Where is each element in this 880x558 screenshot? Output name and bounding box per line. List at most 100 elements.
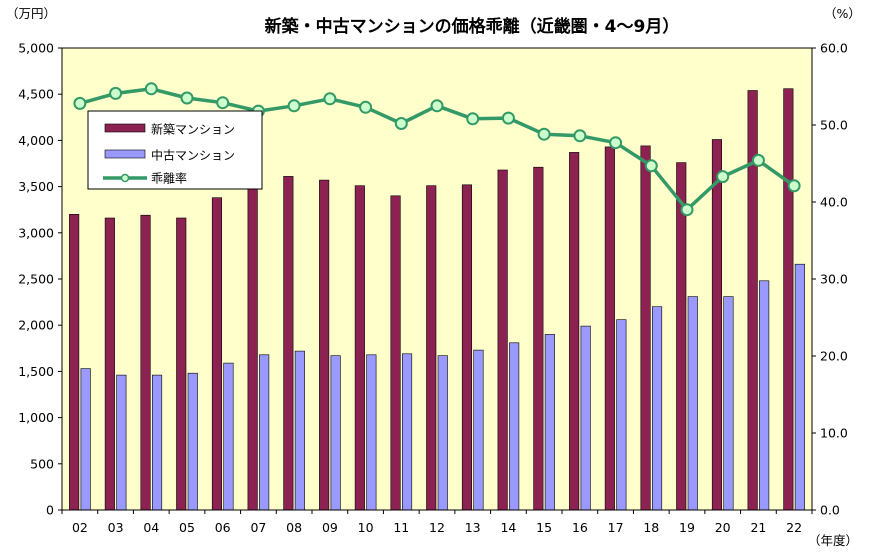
bar-new-07 [247, 178, 258, 511]
legend-swatch-new [104, 123, 146, 133]
legend-swatch-used [104, 149, 146, 159]
x-tick-label: 21 [750, 520, 766, 535]
x-tick-label: 16 [572, 520, 588, 535]
bar-used-12 [437, 355, 448, 511]
x-tick-label: 03 [108, 520, 124, 535]
bar-used-18 [651, 306, 663, 511]
bar-used-21 [759, 280, 770, 511]
x-tick-label: 19 [679, 520, 695, 535]
x-axis-unit: （年度） [808, 533, 858, 548]
line-layer [73, 82, 801, 217]
bar-used-08 [294, 350, 305, 511]
legend-marker-rate [120, 173, 130, 183]
bar-used-16 [580, 325, 591, 511]
legend-label-rate: 乖離率 [151, 171, 187, 186]
chart-title: 新築・中古マンションの価格乖離（近畿圏・4〜9月） [265, 16, 680, 37]
x-tick-label: 06 [215, 520, 231, 535]
x-tick-label: 14 [500, 520, 516, 535]
bar-used-14 [509, 342, 520, 511]
bar-new-18 [640, 145, 651, 511]
left-tick-label: 3,500 [18, 179, 54, 194]
point-rate-04 [144, 82, 158, 96]
x-tick-label: 12 [429, 520, 445, 535]
x-tick-label: 04 [143, 520, 159, 535]
bar-used-15 [544, 334, 555, 511]
axes-layer: 0 500 1,000 1,500 2,000 2,500 3,000 3,500 4,000 4… [18, 41, 848, 536]
bar-new-03 [104, 217, 115, 511]
point-rate-15 [537, 127, 551, 141]
legend-label-used: 中古マンション [151, 148, 235, 163]
right-axis-unit: （%） [824, 6, 861, 21]
bar-used-17 [616, 319, 627, 511]
bar-used-02 [80, 368, 91, 511]
point-rate-03 [109, 86, 123, 100]
bar-used-19 [687, 296, 698, 511]
point-rate-06 [216, 96, 230, 110]
bar-new-10 [354, 185, 365, 511]
point-rate-08 [287, 99, 301, 113]
point-rate-10 [359, 100, 373, 114]
left-axis-unit: （万円） [6, 6, 56, 21]
point-rate-22 [787, 179, 801, 193]
bar-new-20 [711, 139, 723, 511]
bar-new-11 [390, 195, 401, 511]
bar-new-17 [604, 146, 615, 511]
x-tick-label: 08 [286, 520, 302, 535]
bar-new-02 [69, 214, 80, 511]
bars-layer [69, 88, 805, 511]
bar-new-05 [176, 217, 187, 511]
x-tick-label: 17 [608, 520, 624, 535]
left-tick-label: 1,500 [18, 364, 54, 379]
point-rate-13 [466, 112, 480, 126]
bar-used-10 [366, 354, 377, 511]
bar-used-11 [401, 353, 413, 511]
x-tick-label: 13 [465, 520, 481, 535]
bar-used-06 [223, 362, 234, 511]
bar-new-09 [319, 179, 330, 511]
left-tick-label: 1,000 [18, 410, 54, 425]
bar-new-12 [426, 185, 437, 511]
x-tick-label: 02 [72, 520, 88, 535]
x-tick-label: 07 [250, 520, 266, 535]
point-rate-11 [394, 117, 408, 130]
bar-new-14 [497, 169, 508, 511]
bar-used-04 [152, 374, 163, 511]
bar-new-16 [569, 152, 580, 511]
left-tick-label: 500 [30, 456, 54, 471]
point-rate-20 [716, 170, 730, 184]
legend-label-new: 新築マンション [151, 122, 235, 137]
x-tick-label: 05 [179, 520, 195, 535]
bar-used-22 [794, 263, 805, 511]
point-rate-16 [573, 129, 587, 143]
bar-used-09 [330, 355, 341, 511]
right-tick-label: 30.0 [820, 272, 848, 287]
right-tick-label: 20.0 [820, 349, 848, 364]
bar-used-03 [116, 374, 127, 511]
bar-used-20 [723, 296, 734, 511]
point-rate-17 [609, 136, 623, 150]
bar-used-13 [473, 349, 484, 511]
point-rate-19 [680, 203, 694, 217]
bar-used-05 [187, 372, 198, 511]
x-tick-label: 10 [358, 520, 374, 535]
x-tick-label: 18 [643, 520, 659, 535]
point-rate-05 [180, 91, 194, 105]
point-rate-12 [430, 99, 444, 113]
left-tick-label: 5,000 [18, 41, 54, 56]
bar-used-07 [259, 354, 270, 511]
left-tick-label: 0 [46, 503, 54, 518]
point-rate-21 [751, 153, 765, 167]
right-tick-label: 0.0 [820, 503, 840, 518]
bar-new-15 [533, 166, 544, 511]
point-rate-02 [73, 96, 87, 110]
left-tick-label: 3,000 [18, 225, 54, 240]
left-tick-label: 2,000 [18, 318, 54, 333]
bar-new-21 [747, 90, 758, 511]
x-tick-label: 11 [393, 520, 409, 535]
x-tick-label: 22 [786, 520, 802, 535]
right-tick-label: 40.0 [820, 195, 848, 210]
point-rate-09 [323, 92, 337, 106]
right-tick-label: 10.0 [820, 426, 848, 441]
